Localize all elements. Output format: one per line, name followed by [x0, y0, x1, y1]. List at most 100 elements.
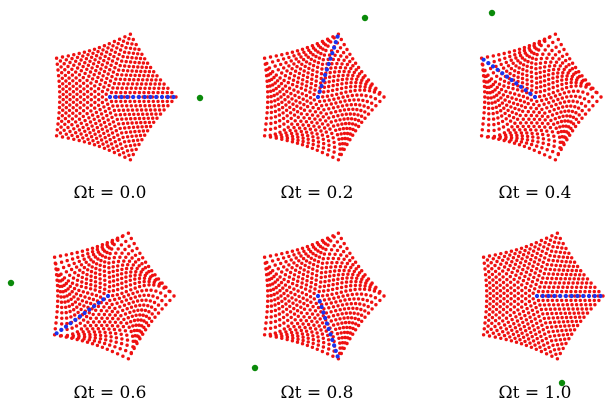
lattice-point [314, 79, 318, 83]
lattice-point [56, 74, 61, 78]
lattice-point [551, 149, 555, 154]
lattice-point [569, 77, 574, 82]
lattice-point [570, 332, 574, 336]
lattice-point [146, 264, 151, 269]
lattice-point [78, 321, 83, 325]
lattice-point [563, 337, 567, 341]
lattice-point [588, 303, 593, 307]
lattice-point [126, 357, 131, 361]
lattice-point [561, 268, 566, 272]
lattice-point [75, 92, 79, 97]
lattice-point [129, 86, 133, 90]
lattice-point [314, 128, 318, 132]
lattice-point [564, 298, 569, 303]
lattice-point [64, 270, 69, 274]
highlighted-arm-point [321, 310, 326, 315]
lattice-point [281, 116, 286, 121]
lattice-point [102, 320, 107, 324]
lattice-point [137, 142, 141, 147]
lattice-point [289, 258, 293, 262]
lattice-point [342, 268, 346, 273]
lattice-point [279, 62, 283, 67]
lattice-point [126, 293, 131, 297]
lattice-point [564, 341, 568, 346]
lattice-point [525, 138, 530, 142]
lattice-point [116, 133, 120, 137]
lattice-point [286, 125, 290, 129]
lattice-point [529, 113, 534, 118]
lattice-point [110, 131, 115, 135]
lattice-point [348, 59, 352, 64]
lattice-point [314, 253, 318, 258]
lattice-point [514, 56, 518, 60]
lattice-point [278, 318, 282, 322]
lattice-point [331, 278, 336, 282]
lattice-point [565, 114, 569, 118]
lattice-point [273, 99, 277, 103]
lattice-point [497, 272, 502, 276]
lattice-point [130, 249, 134, 253]
lattice-point [556, 37, 560, 42]
lattice-point [89, 283, 93, 287]
lattice-point [287, 76, 292, 80]
lattice-point [515, 124, 520, 129]
lattice-point [340, 77, 345, 82]
lattice-point [136, 78, 140, 82]
lattice-point [71, 106, 75, 110]
lattice-point [311, 341, 315, 346]
lattice-point [505, 294, 510, 298]
lattice-point [108, 79, 113, 83]
lattice-point [506, 64, 511, 68]
lattice-point [363, 116, 367, 120]
lattice-point [301, 73, 306, 78]
lattice-point [492, 128, 496, 133]
lattice-point [134, 134, 138, 138]
lattice-point [119, 321, 123, 325]
lattice-point [70, 123, 74, 127]
lattice-point [535, 251, 539, 256]
lattice-point [346, 272, 350, 276]
lattice-point [273, 104, 277, 108]
lattice-point [547, 258, 551, 262]
lattice-point [331, 115, 336, 119]
lattice-point [516, 308, 520, 312]
lattice-point [350, 276, 354, 280]
lattice-point [277, 84, 281, 89]
lattice-point [77, 259, 82, 264]
lattice-point [517, 276, 522, 280]
lattice-point [99, 78, 104, 82]
lattice-point [348, 325, 352, 330]
lattice-point [64, 253, 69, 257]
lattice-point [535, 114, 539, 118]
lattice-point [310, 120, 314, 125]
lattice-point [544, 251, 548, 256]
lattice-point [311, 68, 315, 72]
lattice-point [89, 135, 94, 139]
lattice-point [105, 323, 109, 328]
lattice-point [527, 146, 532, 150]
lattice-point [565, 104, 569, 109]
lattice-point [316, 305, 321, 310]
lattice-point [318, 317, 322, 321]
lattice-point [114, 331, 118, 336]
lattice-point [320, 133, 325, 137]
lattice-point [322, 289, 326, 293]
lattice-point [552, 348, 557, 352]
lattice-point [56, 122, 60, 126]
lattice-point [495, 74, 499, 79]
lattice-point [64, 316, 69, 320]
lattice-point [279, 95, 283, 99]
lattice-point [107, 256, 111, 260]
lattice-point [137, 257, 141, 262]
lattice-point [312, 323, 316, 327]
highlighted-arm-point [504, 74, 510, 79]
lattice-point [125, 55, 130, 59]
lattice-point [333, 66, 338, 70]
lattice-point [74, 59, 78, 63]
lattice-point [350, 122, 355, 126]
lattice-point [343, 335, 347, 340]
lattice-point [115, 236, 120, 240]
lattice-point [355, 107, 359, 112]
lattice-point [307, 66, 311, 71]
lattice-point [107, 266, 111, 270]
